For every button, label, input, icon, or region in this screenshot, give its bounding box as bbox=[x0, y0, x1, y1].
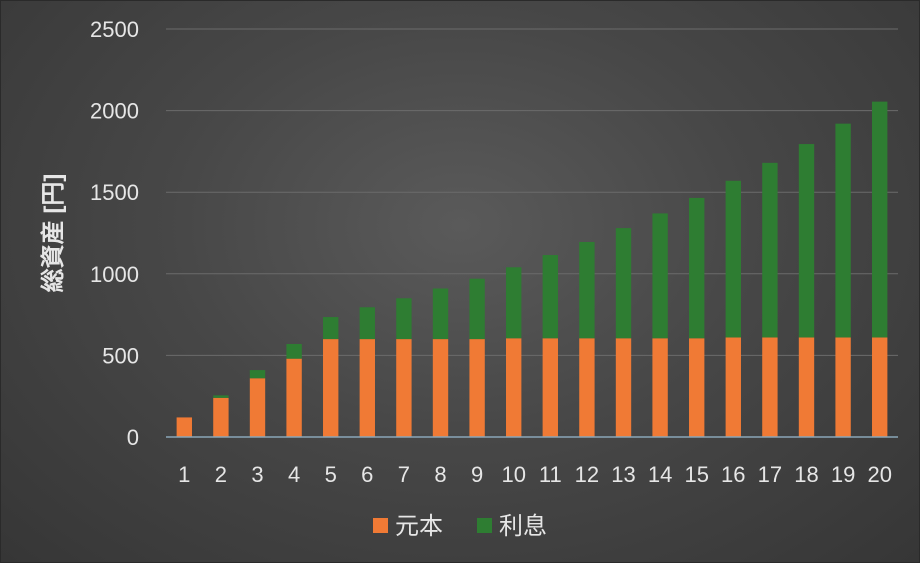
bar-principal bbox=[176, 417, 192, 437]
bar-interest bbox=[213, 395, 229, 398]
bar-principal bbox=[872, 337, 888, 437]
x-tick-label: 6 bbox=[361, 462, 373, 487]
bar-interest bbox=[689, 197, 705, 339]
gridlines bbox=[166, 28, 898, 356]
bar-principal bbox=[249, 378, 266, 437]
bar-principal bbox=[762, 337, 778, 437]
bar-interest bbox=[542, 255, 558, 339]
x-axis-tick-labels: 1 2 3 4 5 6 7 8 9 10 11 12 13 14 15 16 17 18 19 20 bbox=[178, 462, 892, 487]
legend-label: 元本 bbox=[395, 513, 443, 540]
bar-principal bbox=[615, 338, 632, 437]
y-tick-label: 0 bbox=[127, 425, 139, 450]
bar-interest bbox=[762, 162, 778, 338]
x-tick-label: 11 bbox=[539, 462, 562, 487]
bar-principal bbox=[506, 338, 522, 437]
x-tick-label: 15 bbox=[684, 462, 708, 487]
x-tick-label: 7 bbox=[398, 462, 410, 487]
x-tick-label: 17 bbox=[758, 462, 782, 487]
bar-interest bbox=[835, 123, 851, 338]
x-tick-label: 12 bbox=[575, 462, 599, 487]
x-tick-label: 13 bbox=[611, 462, 635, 487]
bar-principal bbox=[798, 337, 815, 437]
bar-principal bbox=[213, 397, 229, 437]
bar-interest bbox=[323, 317, 339, 340]
bars bbox=[176, 101, 888, 437]
bar-principal bbox=[579, 338, 595, 437]
x-tick-label: 3 bbox=[251, 462, 263, 487]
bar-principal bbox=[652, 338, 668, 437]
bar-interest bbox=[249, 370, 266, 379]
y-tick-label: 500 bbox=[102, 343, 139, 368]
bar-principal bbox=[359, 339, 375, 437]
x-tick-label: 14 bbox=[648, 462, 672, 487]
bar-interest bbox=[579, 241, 595, 339]
bar-principal bbox=[725, 337, 741, 437]
y-axis-tick-labels: 0 500 1000 1500 2000 2500 bbox=[90, 17, 139, 450]
bar-principal bbox=[469, 339, 485, 437]
bar-interest bbox=[359, 307, 375, 340]
bar-principal bbox=[689, 338, 705, 437]
legend-label: 利息 bbox=[499, 513, 547, 540]
y-tick-label: 1000 bbox=[90, 262, 139, 287]
x-tick-label: 16 bbox=[721, 462, 745, 487]
x-tick-label: 10 bbox=[501, 462, 525, 487]
bar-interest bbox=[798, 144, 815, 338]
bar-principal bbox=[286, 358, 302, 437]
bar-interest bbox=[725, 180, 741, 338]
x-tick-label: 4 bbox=[288, 462, 300, 487]
x-tick-label: 20 bbox=[867, 462, 891, 487]
bar-interest bbox=[872, 101, 888, 338]
x-tick-label: 5 bbox=[325, 462, 337, 487]
bar-principal bbox=[542, 338, 558, 437]
x-tick-label: 9 bbox=[471, 462, 483, 487]
y-tick-label: 2500 bbox=[90, 17, 139, 42]
legend: 元本 利息 bbox=[373, 513, 547, 540]
legend-swatch bbox=[373, 518, 388, 533]
bar-interest bbox=[396, 298, 412, 340]
x-tick-label: 18 bbox=[794, 462, 818, 487]
bar-interest bbox=[469, 278, 485, 340]
x-tick-label: 1 bbox=[178, 462, 190, 487]
bar-principal bbox=[323, 339, 339, 437]
bar-interest bbox=[615, 228, 632, 339]
bar-principal bbox=[432, 339, 449, 437]
bar-interest bbox=[506, 267, 522, 339]
y-axis-label: 総資産 [円] bbox=[39, 174, 67, 293]
bar-interest bbox=[432, 288, 449, 340]
bar-interest bbox=[286, 343, 302, 359]
bar-principal bbox=[396, 339, 412, 437]
x-tick-label: 19 bbox=[831, 462, 855, 487]
x-tick-label: 8 bbox=[434, 462, 446, 487]
bar-interest bbox=[652, 213, 668, 339]
bar-principal bbox=[835, 337, 851, 437]
x-tick-label: 2 bbox=[215, 462, 227, 487]
legend-swatch bbox=[477, 518, 492, 533]
y-tick-label: 1500 bbox=[90, 180, 139, 205]
y-tick-label: 2000 bbox=[90, 99, 139, 124]
